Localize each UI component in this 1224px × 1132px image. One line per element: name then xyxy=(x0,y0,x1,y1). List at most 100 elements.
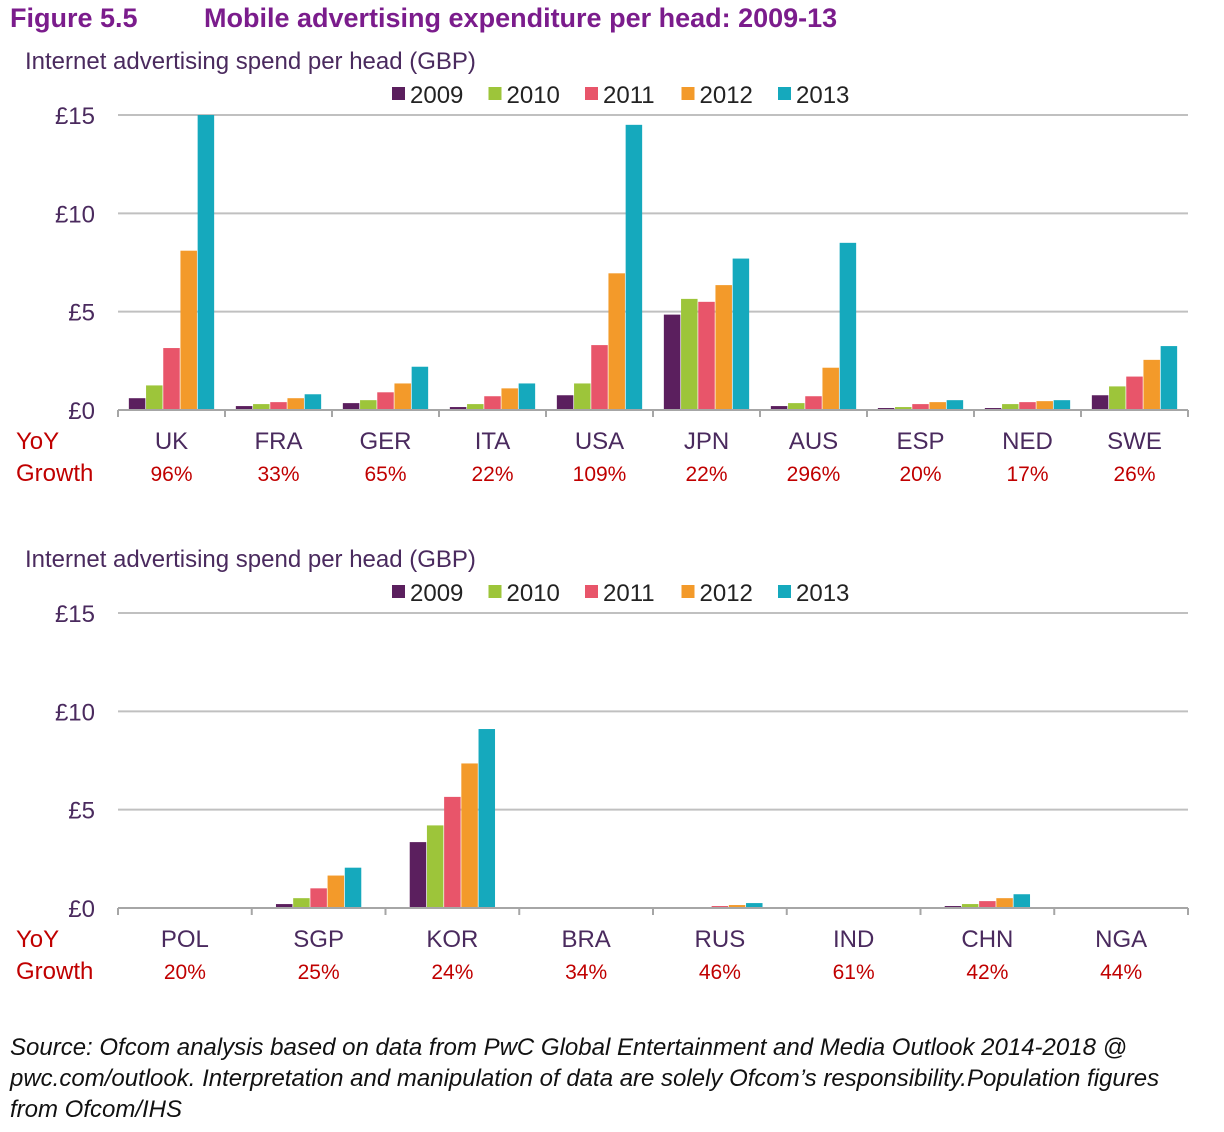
growth-label: Growth xyxy=(16,958,93,985)
bar-uk-2011 xyxy=(163,348,180,410)
bar-aus-2012 xyxy=(822,367,839,410)
bar-esp-2012 xyxy=(929,402,946,410)
legend-swatch-2011 xyxy=(585,585,598,598)
x-tick-label: POL xyxy=(161,926,209,953)
growth-value: 34% xyxy=(565,961,607,984)
legend-swatch-2011 xyxy=(585,87,598,100)
bar-swe-2011 xyxy=(1126,376,1143,410)
bar-uk-2013 xyxy=(197,115,215,410)
bar-sgp-2013 xyxy=(344,867,362,908)
legend-swatch-2012 xyxy=(681,585,695,598)
growth-value: 20% xyxy=(899,463,941,486)
x-tick-label: RUS xyxy=(695,926,746,953)
bar-ned-2012 xyxy=(1036,401,1053,410)
bar-esp-2010 xyxy=(895,407,912,410)
chart-bottom: Internet advertising spend per head (GBP… xyxy=(16,546,1189,985)
growth-label: Growth xyxy=(16,460,93,487)
x-tick-label: FRA xyxy=(255,428,303,455)
bar-fra-2012 xyxy=(287,398,304,410)
bar-ita-2012 xyxy=(501,388,518,410)
x-tick-label: SWE xyxy=(1107,428,1162,455)
bar-kor-2011 xyxy=(444,796,461,908)
growth-value: 26% xyxy=(1113,463,1155,486)
legend-swatch-2010 xyxy=(488,87,502,100)
bar-ger-2012 xyxy=(394,383,411,410)
bar-uk-2010 xyxy=(146,385,163,410)
figure-title: Mobile advertising expenditure per head:… xyxy=(204,3,838,33)
bar-uk-2012 xyxy=(180,250,197,410)
bar-swe-2012 xyxy=(1143,359,1160,410)
bar-usa-2009 xyxy=(556,395,574,410)
legend-label-2009: 2009 xyxy=(410,580,463,607)
growth-value: 17% xyxy=(1006,463,1048,486)
legend-label-2013: 2013 xyxy=(796,82,849,109)
y-tick-label: £15 xyxy=(55,601,95,628)
bar-uk-2009 xyxy=(128,398,146,410)
legend-label-2012: 2012 xyxy=(700,82,753,109)
y-tick-label: £5 xyxy=(68,300,95,327)
growth-value: 44% xyxy=(1100,961,1142,984)
bar-usa-2013 xyxy=(625,124,643,410)
bar-ita-2009 xyxy=(449,407,467,410)
x-tick-label: NED xyxy=(1002,428,1053,455)
growth-value: 65% xyxy=(364,463,406,486)
growth-value: 22% xyxy=(685,463,727,486)
bar-aus-2011 xyxy=(805,396,822,410)
y-tick-label: £0 xyxy=(68,398,95,425)
source-note: Source: Ofcom analysis based on data fro… xyxy=(10,1034,1160,1123)
bar-fra-2009 xyxy=(235,406,253,410)
bar-jpn-2011 xyxy=(698,301,715,410)
bar-sgp-2009 xyxy=(275,904,293,908)
bar-kor-2012 xyxy=(461,763,478,908)
growth-value: 22% xyxy=(471,463,513,486)
x-tick-label: NGA xyxy=(1095,926,1147,953)
x-tick-label: JPN xyxy=(684,428,729,455)
legend-label-2009: 2009 xyxy=(410,82,463,109)
legend-swatch-2010 xyxy=(488,585,502,598)
y-axis-label: Internet advertising spend per head (GBP… xyxy=(25,48,476,75)
growth-value: 96% xyxy=(150,463,192,486)
x-tick-label: ITA xyxy=(475,428,511,455)
legend-label-2013: 2013 xyxy=(796,580,849,607)
y-tick-label: £0 xyxy=(68,896,95,923)
growth-value: 33% xyxy=(257,463,299,486)
bar-ita-2010 xyxy=(467,404,484,410)
bar-fra-2011 xyxy=(270,402,287,410)
bar-ned-2013 xyxy=(1053,400,1071,410)
bar-swe-2010 xyxy=(1109,386,1126,410)
growth-value: 296% xyxy=(787,463,841,486)
growth-value: 20% xyxy=(164,961,206,984)
bar-jpn-2013 xyxy=(732,258,750,410)
bar-swe-2013 xyxy=(1160,346,1178,410)
bar-ita-2013 xyxy=(518,383,536,410)
bar-sgp-2012 xyxy=(327,875,345,908)
y-tick-label: £5 xyxy=(68,798,95,825)
growth-value: 46% xyxy=(699,961,741,984)
legend-swatch-2013 xyxy=(778,585,791,598)
legend-label-2011: 2011 xyxy=(603,82,655,109)
bar-ita-2011 xyxy=(484,396,501,410)
growth-value: 24% xyxy=(431,961,473,984)
bar-jpn-2009 xyxy=(663,314,681,410)
x-tick-label: BRA xyxy=(561,926,610,953)
bar-usa-2012 xyxy=(608,273,625,410)
y-tick-label: £15 xyxy=(55,103,95,130)
bar-rus-2012 xyxy=(728,905,746,908)
x-tick-label: USA xyxy=(575,428,624,455)
bar-fra-2013 xyxy=(304,394,322,410)
x-tick-label: ESP xyxy=(896,428,944,455)
x-tick-label: AUS xyxy=(789,428,838,455)
y-tick-label: £10 xyxy=(55,699,95,726)
bar-kor-2009 xyxy=(409,842,427,908)
figure-number: Figure 5.5 xyxy=(10,3,138,33)
legend-swatch-2013 xyxy=(778,87,791,100)
bar-chn-2013 xyxy=(1013,894,1031,908)
yoy-label: YoY xyxy=(16,926,59,953)
legend-swatch-2009 xyxy=(392,585,405,598)
bar-ger-2011 xyxy=(377,392,394,410)
bar-kor-2013 xyxy=(478,729,496,908)
bar-esp-2011 xyxy=(912,404,929,410)
legend-label-2010: 2010 xyxy=(507,580,560,607)
growth-value: 25% xyxy=(298,961,340,984)
x-tick-label: IND xyxy=(833,926,874,953)
